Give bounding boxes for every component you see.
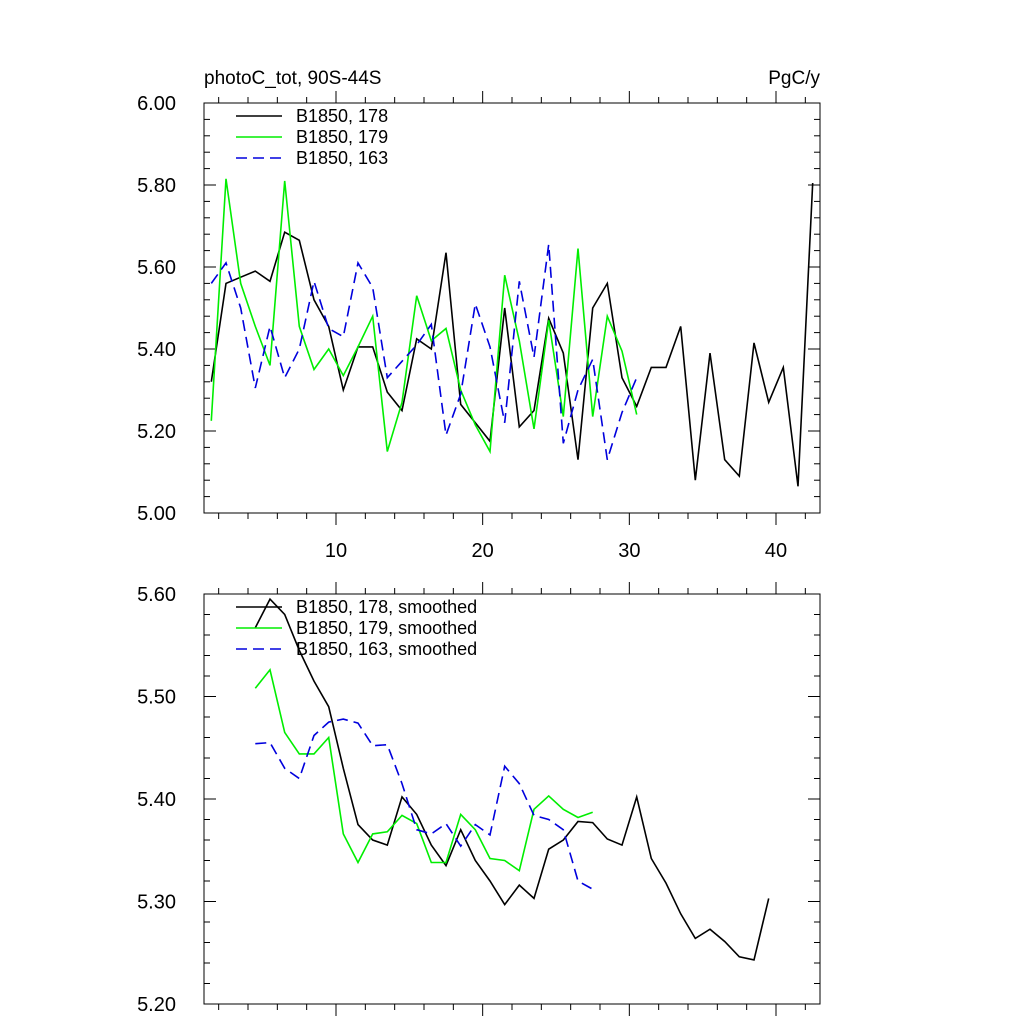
x-tick-label: 40 xyxy=(765,540,787,562)
top-panel-title-right: PgC/y xyxy=(768,68,820,89)
top-series xyxy=(210,178,814,487)
legend-label: B1850, 179, smoothed xyxy=(296,618,477,638)
legend-label: B1850, 163 xyxy=(296,148,388,168)
legend-label: B1850, 163, smoothed xyxy=(296,639,477,659)
y-tick-label: 5.50 xyxy=(137,687,176,709)
y-tick-label: 5.20 xyxy=(137,994,176,1016)
series-line-2 xyxy=(254,668,593,873)
top-ticks: 5.00 5.20 5.40 5.60 5.80 6.00 10 20 30 40 xyxy=(137,91,820,562)
bottom-ticks: 5.20 5.30 5.40 5.50 5.60 xyxy=(137,582,820,1016)
y-tick-label: 5.60 xyxy=(137,584,176,606)
series-line-1 xyxy=(254,597,770,961)
x-tick-label: 10 xyxy=(325,540,347,562)
x-tick-label: 30 xyxy=(618,540,640,562)
y-tick-label: 5.20 xyxy=(137,421,176,443)
series-line-2 xyxy=(210,178,638,455)
y-tick-label: 5.40 xyxy=(137,339,176,361)
legend-label: B1850, 179 xyxy=(296,127,388,147)
y-tick-label: 5.80 xyxy=(137,175,176,197)
x-tick-label: 20 xyxy=(472,540,494,562)
series-line-3 xyxy=(255,718,594,890)
legend-label: B1850, 178, smoothed xyxy=(296,597,477,617)
y-tick-label: 6.00 xyxy=(137,93,176,115)
bottom-series xyxy=(254,597,770,961)
bottom-panel: 5.20 5.30 5.40 5.50 5.60 B1850, 178, smoothe… xyxy=(137,582,821,1016)
series-line-3 xyxy=(210,244,638,460)
top-panel: photoC_tot, 90S-44S PgC/y 5.005.205.405.… xyxy=(137,68,821,562)
y-tick-label: 5.00 xyxy=(137,503,176,525)
top-panel-title-left: photoC_tot, 90S-44S xyxy=(204,68,381,89)
legend-label: B1850, 178 xyxy=(296,106,388,126)
y-tick-label: 5.60 xyxy=(137,257,176,279)
y-tick-label: 5.30 xyxy=(137,892,176,914)
y-tick-label: 5.40 xyxy=(137,789,176,811)
